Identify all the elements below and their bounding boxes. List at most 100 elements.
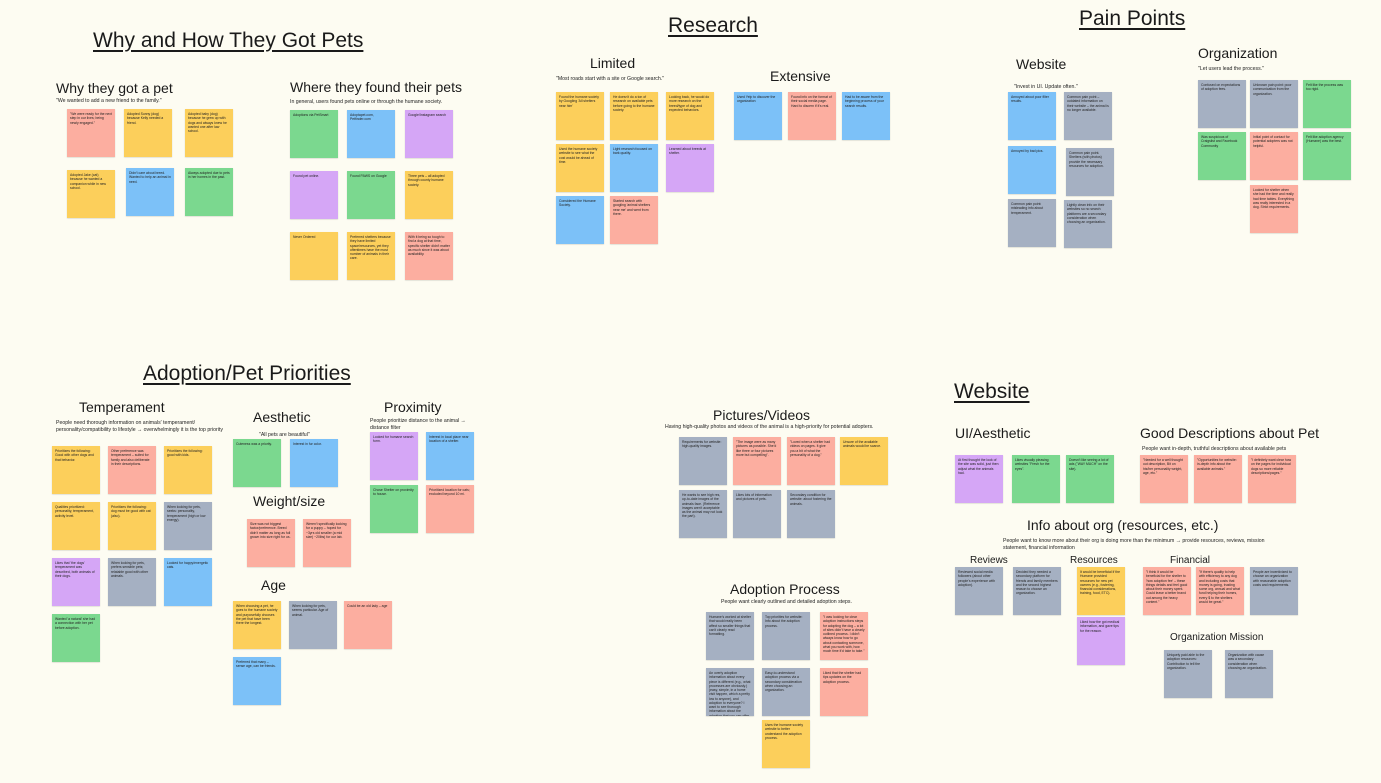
- sticky-note[interactable]: Didn't care about breed. Wanted to help …: [126, 168, 174, 216]
- sticky-note[interactable]: Initial point of contact for potential a…: [1250, 132, 1298, 180]
- sticky-note[interactable]: Used Yelp to discover the organization: [734, 92, 782, 140]
- sticky-note[interactable]: Unsure of the available animals would be…: [840, 437, 888, 485]
- sticky-note[interactable]: Annoyed by bad pics.: [1008, 146, 1056, 194]
- sticky-note[interactable]: Found the humane society by Googling 'Al…: [556, 92, 604, 140]
- sticky-note[interactable]: With it being so tough to find a dog at …: [405, 232, 453, 280]
- sticky-note[interactable]: Doesn't like seeing a lot of ads ("WAY M…: [1066, 455, 1114, 503]
- sticky-note[interactable]: "Opportunities for website: in-depth inf…: [1194, 455, 1242, 503]
- sticky-note[interactable]: Secondary condition for website: about f…: [787, 490, 835, 538]
- sticky-note[interactable]: Could be an old lady – age: [344, 601, 392, 649]
- sticky-note[interactable]: Common pain point: misleading info about…: [1008, 199, 1056, 247]
- sticky-note[interactable]: Unknown pain point: poor communication f…: [1250, 80, 1298, 128]
- sticky-note[interactable]: "Needed for a well thought out descripti…: [1140, 455, 1188, 503]
- sticky-note[interactable]: Common pain point. Shelters (with photos…: [1066, 148, 1114, 196]
- sticky-note[interactable]: Easy-to-understand adoption process via …: [762, 668, 810, 716]
- sub-desc-pp-website: "Invest in UI. Update often.": [1014, 84, 1078, 90]
- sticky-note[interactable]: Found PAWS on Google: [347, 171, 395, 219]
- sticky-note[interactable]: Other preference was temperament – suite…: [108, 446, 156, 494]
- sticky-note[interactable]: Considered the Humane Society.: [556, 196, 604, 244]
- sticky-note[interactable]: Decided they needed a secondary platform…: [1013, 567, 1061, 615]
- sticky-note[interactable]: Looked for humane search form.: [370, 432, 418, 480]
- sticky-note[interactable]: Learned about breeds at shelter.: [666, 144, 714, 192]
- sticky-note[interactable]: "The image were as many pictures as poss…: [733, 437, 781, 485]
- sticky-note[interactable]: Common pain point – outdated information…: [1064, 92, 1112, 140]
- sticky-note[interactable]: When choosing a pet, he goes to the huma…: [233, 601, 281, 649]
- sticky-note[interactable]: Adopted Jake (cat) because he wanted a c…: [67, 170, 115, 218]
- sticky-note[interactable]: Prioritizes the following: Good with oth…: [52, 446, 100, 494]
- sticky-note[interactable]: Had to be aware from the beginning proce…: [842, 92, 890, 140]
- sticky-note[interactable]: Likes visually pleasing websites "Fresh …: [1012, 455, 1060, 503]
- sticky-note[interactable]: Uniquely paid able to the adoption resou…: [1164, 650, 1212, 698]
- sticky-note-text: When looking for pets, prefers sensible …: [111, 561, 149, 578]
- sticky-note-text: Liked how the got medical information, a…: [1080, 620, 1120, 633]
- sticky-note[interactable]: Always adopted due to pets in her homes …: [185, 168, 233, 216]
- sticky-note[interactable]: Weren't specifically looking for a puppy…: [303, 519, 351, 567]
- sticky-note[interactable]: When looking for pets, seems particular.…: [289, 601, 337, 649]
- sticky-note[interactable]: Felt like the process was too rigid.: [1303, 80, 1351, 128]
- sticky-note[interactable]: "I think it would be beneficial for the …: [1143, 567, 1191, 615]
- sticky-note[interactable]: When looking for pets, seeks: personalit…: [164, 502, 212, 550]
- sticky-note[interactable]: Found info on the format of their social…: [788, 92, 836, 140]
- sticky-note[interactable]: Looked for happy/energetic cats.: [164, 558, 212, 606]
- sticky-note[interactable]: Humane's worked at shelter that would re…: [706, 612, 754, 660]
- sticky-note[interactable]: Chose Shelter on proximity to house.: [370, 485, 418, 533]
- sticky-note[interactable]: "If there's quality to help with efficie…: [1196, 567, 1244, 615]
- sticky-note[interactable]: Size was not biggest factor/preference. …: [247, 519, 295, 567]
- sticky-note[interactable]: Looked for shelter when she had the time…: [1250, 185, 1298, 233]
- sticky-note[interactable]: Liked how the got medical information, a…: [1077, 617, 1125, 665]
- sticky-note[interactable]: Adoptapet.com, Petfinder.com: [347, 110, 395, 158]
- sticky-note[interactable]: Interest in local place near location of…: [426, 432, 474, 480]
- sticky-note[interactable]: "We were ready for the next step in our …: [67, 109, 115, 157]
- sticky-note[interactable]: Adopted Sunny (dog) because Kelly needed…: [124, 109, 172, 157]
- sticky-note[interactable]: Qualities prioritized: personality, temp…: [52, 502, 100, 550]
- sticky-note[interactable]: Uses the humane society website to bette…: [762, 720, 810, 768]
- sticky-note[interactable]: Cuteness was a priority.: [233, 439, 281, 487]
- sticky-note[interactable]: Prioritized location for cats; excluded …: [426, 485, 474, 533]
- sticky-note[interactable]: Likes that 'the dogs' temperament was de…: [52, 558, 100, 606]
- sticky-note[interactable]: When looking for pets, prefers sensible …: [108, 558, 156, 606]
- sticky-note[interactable]: At first thought the look of the site wa…: [955, 455, 1003, 503]
- sticky-note[interactable]: Top priorities for website: Info about t…: [762, 612, 810, 660]
- sticky-note[interactable]: He doesn't do a ton of research on avail…: [610, 92, 658, 140]
- sticky-note[interactable]: Requirements for website: high-quality i…: [679, 437, 727, 485]
- sticky-note[interactable]: Found pet online.: [290, 171, 338, 219]
- sticky-note[interactable]: Preferred that many – sense age, can be …: [233, 657, 281, 705]
- sticky-note[interactable]: Three pets – all adopted through county …: [405, 171, 453, 219]
- sticky-note[interactable]: Likes lots of information and pictures o…: [733, 490, 781, 538]
- sticky-note[interactable]: Google/Instagram search: [405, 110, 453, 158]
- sticky-note[interactable]: Prioritizes the following: good with kid…: [164, 446, 212, 494]
- sticky-note-text: Unsure of the available animals would be…: [843, 440, 882, 449]
- sticky-note[interactable]: Liked that the shelter had tips updates …: [820, 668, 868, 716]
- sticky-note[interactable]: Reviewed social media followers (about o…: [955, 567, 1003, 615]
- sticky-note-text: Other preference was temperament – suite…: [111, 449, 150, 466]
- sticky-note[interactable]: Confused on expectations of adoption fee…: [1198, 80, 1246, 128]
- sticky-note[interactable]: Started search with googling 'animal she…: [610, 196, 658, 244]
- sticky-note[interactable]: An overly adoption information about eve…: [706, 668, 754, 716]
- sticky-note[interactable]: Adopted baby (dog) because he grew up wi…: [185, 109, 233, 157]
- sticky-note[interactable]: Used the humane society website to see w…: [556, 144, 604, 192]
- sticky-note[interactable]: Looking back, he would do more research …: [666, 92, 714, 140]
- sticky-note-text: Was suspicious of Craigslist and Faceboo…: [1201, 135, 1238, 148]
- sticky-note[interactable]: Light research focused on bark quality.: [610, 144, 658, 192]
- sticky-note[interactable]: Wanted 'a natural' she had a connection …: [52, 614, 100, 662]
- sticky-note[interactable]: He wants to see high res, up-to-date ima…: [679, 490, 727, 538]
- sticky-note[interactable]: Never Ordered: [290, 232, 338, 280]
- sticky-note[interactable]: Interest in fur color.: [290, 439, 338, 487]
- sticky-note[interactable]: Prioritizes the following: dog must be g…: [108, 502, 156, 550]
- sticky-note[interactable]: "I definitely want clear how on the page…: [1248, 455, 1296, 503]
- sticky-note[interactable]: Was suspicious of Craigslist and Faceboo…: [1198, 132, 1246, 180]
- sticky-note[interactable]: It would be beneficial if the Humane pro…: [1077, 567, 1125, 615]
- sticky-note[interactable]: Organization with cause was a secondary …: [1225, 650, 1273, 698]
- sticky-note[interactable]: People are incentivized to choose an org…: [1250, 567, 1298, 615]
- sticky-note[interactable]: Lightly clean info on their websites so …: [1064, 200, 1112, 248]
- sticky-note[interactable]: Preferred shelters because they have lim…: [347, 232, 395, 280]
- sticky-note-text: When looking for pets, seems particular.…: [292, 604, 329, 617]
- sticky-note-text: "If there's quality to help with efficie…: [1199, 570, 1240, 604]
- sub-desc-limited: "Most roads start with a site or Google …: [556, 76, 665, 82]
- sticky-note[interactable]: "Loved when a shelter had videos on page…: [787, 437, 835, 485]
- sub-desc-info-org: People want to know more about their org…: [1003, 538, 1265, 551]
- sticky-note[interactable]: Felt like adoption agency (Humane) was t…: [1303, 132, 1351, 180]
- sticky-note[interactable]: "I was looking for clear adoption instru…: [820, 612, 868, 660]
- sticky-note[interactable]: Adoptions via PetSmart: [290, 110, 338, 158]
- sticky-note[interactable]: Annoyed about poor filter results.: [1008, 92, 1056, 140]
